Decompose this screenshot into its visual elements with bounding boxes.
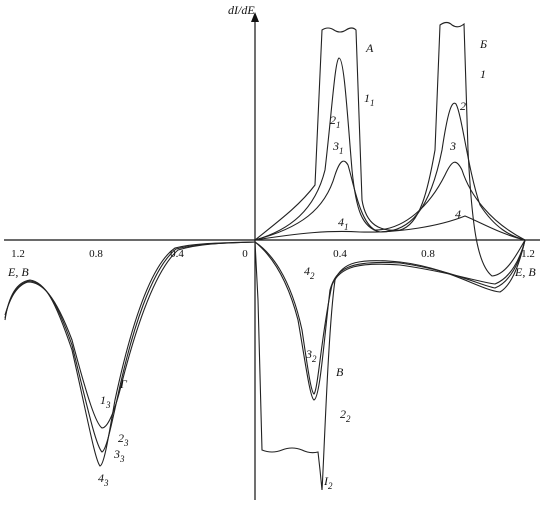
curve-label: 22 bbox=[340, 407, 351, 424]
curve-label-main: 2 bbox=[118, 431, 124, 445]
curve-label-main: В bbox=[336, 365, 344, 379]
curve-label: 42 bbox=[304, 264, 315, 281]
curve bbox=[254, 21, 526, 277]
curve-label-main: 4 bbox=[98, 471, 104, 485]
curve-label: 43 bbox=[98, 471, 109, 488]
curve-label-sub: 2 bbox=[328, 481, 333, 491]
curve bbox=[254, 215, 526, 241]
curve-label: 33 bbox=[113, 447, 125, 464]
curve-label-main: 4 bbox=[304, 264, 310, 278]
curve-label-main: 4 bbox=[455, 207, 461, 221]
curve-label: 13 bbox=[100, 393, 111, 410]
curve-label-sub: 2 bbox=[312, 354, 317, 364]
curve-label: 2 bbox=[460, 99, 466, 113]
curve-label-sub: 2 bbox=[310, 271, 315, 281]
curve-label-sub: 1 bbox=[370, 98, 375, 108]
curve-label-main: 3 bbox=[113, 447, 120, 461]
curve bbox=[254, 239, 526, 491]
y-axis-label: dI/dE bbox=[228, 3, 255, 17]
curve bbox=[4, 241, 256, 467]
curve-label: Г bbox=[119, 377, 128, 391]
curve-label: В bbox=[336, 365, 344, 379]
curve-label: 41 bbox=[338, 215, 349, 232]
x-axis-label: E, В bbox=[7, 265, 29, 279]
curve-label-main: 3 bbox=[305, 347, 312, 361]
curve-label: 3 bbox=[449, 139, 456, 153]
curve-label-sub: 3 bbox=[105, 400, 111, 410]
curve-label-main: Г bbox=[119, 377, 128, 391]
curve-label: Б bbox=[479, 37, 487, 51]
curve bbox=[254, 239, 526, 395]
curve-label-main: 1 bbox=[364, 91, 370, 105]
curve-label: 23 bbox=[118, 431, 129, 448]
x-tick-label: 1.2 bbox=[11, 248, 25, 260]
curve-label-main: Б bbox=[479, 37, 487, 51]
x-tick-label: 0.4 bbox=[170, 248, 184, 260]
curve-label-main: 4 bbox=[338, 215, 344, 229]
x-tick-label: 0.4 bbox=[333, 248, 347, 260]
curve-label-main: А bbox=[365, 41, 374, 55]
curve-label-sub: 3 bbox=[123, 438, 129, 448]
curve-label-sub: 1 bbox=[339, 146, 344, 156]
curve-label: 1 bbox=[480, 67, 486, 81]
curve-label-main: 1 bbox=[100, 393, 106, 407]
curve-label-sub: 1 bbox=[344, 222, 349, 232]
curve-label-main: 3 bbox=[449, 139, 456, 153]
curve-label: 21 bbox=[330, 113, 341, 130]
x-tick-label: 1.2 bbox=[521, 248, 535, 260]
curve-label-main: 2 bbox=[330, 113, 336, 127]
curve-label-sub: 2 bbox=[346, 414, 351, 424]
curve-label-main: 1 bbox=[480, 67, 486, 81]
curve-label-sub: 1 bbox=[336, 120, 341, 130]
curve-label: 4 bbox=[455, 207, 461, 221]
curve-label-main: I bbox=[323, 474, 329, 488]
curve bbox=[4, 241, 256, 429]
x-tick-label: 0.8 bbox=[421, 248, 435, 260]
axis-arrow bbox=[251, 12, 259, 22]
curve-label-main: 3 bbox=[332, 139, 339, 153]
curve-label-main: 2 bbox=[460, 99, 466, 113]
x-tick-label: 0.8 bbox=[89, 248, 103, 260]
curve-label: I2 bbox=[323, 474, 333, 491]
curve-label: А bbox=[365, 41, 374, 55]
curve-label: 32 bbox=[305, 347, 317, 364]
curve bbox=[254, 57, 526, 241]
curve-label-sub: 3 bbox=[119, 454, 125, 464]
curve-label-sub: 3 bbox=[103, 478, 109, 488]
curve-label-main: 2 bbox=[340, 407, 346, 421]
curve-label: 11 bbox=[364, 91, 375, 108]
curve bbox=[4, 241, 256, 453]
curve-label: 31 bbox=[332, 139, 344, 156]
curve bbox=[254, 160, 526, 241]
x-tick-label: 0 bbox=[242, 248, 248, 260]
x-axis-label: E, В bbox=[514, 265, 536, 279]
